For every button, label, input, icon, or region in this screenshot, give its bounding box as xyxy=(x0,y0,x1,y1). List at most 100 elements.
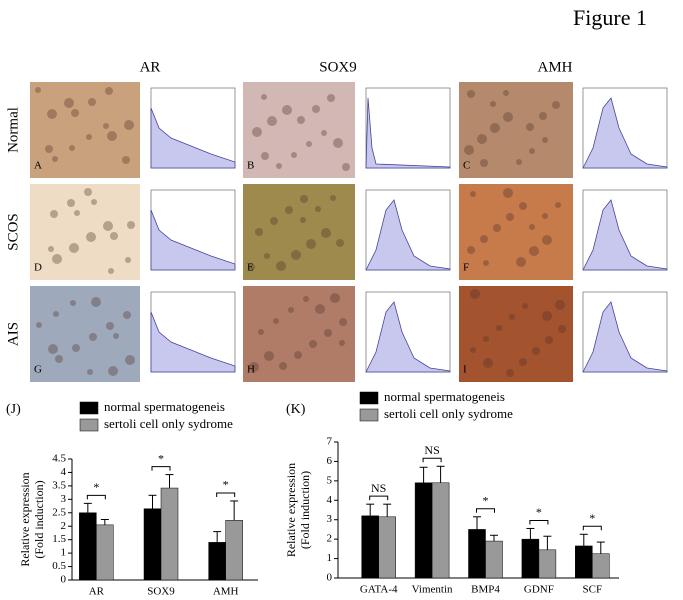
cell-nucleus xyxy=(327,94,335,102)
cell-nucleus xyxy=(555,300,565,310)
cell-nucleus xyxy=(45,145,53,153)
y-tick-label: 3 xyxy=(61,493,67,505)
bar xyxy=(592,553,610,579)
histogram-shape xyxy=(150,107,236,169)
cell-nucleus xyxy=(71,109,79,117)
cell-nucleus xyxy=(539,112,547,120)
x-tick-label: SOX9 xyxy=(147,586,175,598)
cell-nucleus xyxy=(86,232,96,242)
y-tick-label: 1 xyxy=(327,552,333,564)
y-tick-label: 1.5 xyxy=(52,533,66,545)
cell-nucleus xyxy=(312,105,320,113)
histogram-shape xyxy=(582,199,668,271)
bar xyxy=(160,487,179,581)
cell-nucleus xyxy=(288,307,294,313)
cell-nucleus xyxy=(529,224,535,230)
cell-nucleus xyxy=(270,217,278,225)
cell-nucleus xyxy=(36,322,42,328)
y-tick-label: 5 xyxy=(327,474,333,486)
y-tick-label: 2.5 xyxy=(52,506,66,518)
significance-bracket xyxy=(582,525,602,531)
y-axis-label: Relative expression xyxy=(18,472,32,566)
cell-nucleus xyxy=(125,257,131,263)
cell-nucleus xyxy=(490,123,500,133)
cell-nucleus xyxy=(69,145,75,151)
cell-nucleus xyxy=(339,318,347,326)
cell-nucleus xyxy=(470,191,476,197)
bar xyxy=(538,549,557,579)
row-label: Normal xyxy=(5,107,21,153)
cell-nucleus xyxy=(91,199,97,205)
cell-nucleus xyxy=(55,355,63,363)
x-tick-label: SCF xyxy=(583,584,603,596)
cell-nucleus xyxy=(86,134,92,140)
row-label: AIS xyxy=(5,322,21,346)
cell-nucleus xyxy=(108,268,114,274)
cell-nucleus xyxy=(342,163,350,171)
legend-swatch xyxy=(79,401,99,415)
cell-nucleus xyxy=(467,246,475,254)
micrograph xyxy=(459,286,573,382)
cell-nucleus xyxy=(483,260,489,266)
histogram-shape xyxy=(150,209,236,271)
x-tick-label: AMH xyxy=(213,586,239,598)
cell-nucleus xyxy=(477,134,487,144)
panel-letter: A xyxy=(34,160,42,172)
cell-nucleus xyxy=(279,362,287,370)
cell-nucleus xyxy=(103,221,113,231)
cell-nucleus xyxy=(483,336,489,342)
cell-nucleus xyxy=(532,347,540,355)
cell-nucleus xyxy=(74,210,80,216)
cell-nucleus xyxy=(113,333,119,339)
y-tick-label: 0 xyxy=(61,574,67,586)
x-tick-label: GATA-4 xyxy=(360,584,398,596)
cell-nucleus xyxy=(300,195,308,203)
cell-nucleus xyxy=(48,246,54,252)
significance-bracket xyxy=(151,466,171,471)
cell-nucleus xyxy=(48,344,58,354)
bar xyxy=(143,508,162,581)
cell-nucleus xyxy=(516,159,522,165)
cell-nucleus xyxy=(516,257,526,267)
cell-nucleus xyxy=(69,243,79,253)
y-axis-label: (Fold induction) xyxy=(32,480,46,558)
cell-nucleus xyxy=(526,123,534,131)
histogram-shape xyxy=(365,97,451,169)
micrograph xyxy=(243,82,355,178)
cell-nucleus xyxy=(261,152,269,160)
cell-nucleus xyxy=(493,224,501,232)
cell-nucleus xyxy=(496,325,502,331)
y-tick-label: 4.5 xyxy=(52,453,66,465)
cell-nucleus xyxy=(261,94,267,100)
cell-nucleus xyxy=(519,358,527,366)
histogram-frame xyxy=(365,87,451,169)
cell-nucleus xyxy=(545,336,553,344)
significance-bracket xyxy=(476,508,495,513)
legend-label: sertoli cell only sydrome xyxy=(384,406,513,421)
cell-nucleus xyxy=(542,137,548,143)
bar xyxy=(414,482,433,579)
significance-bracket xyxy=(529,519,549,525)
cell-nucleus xyxy=(558,325,566,333)
bar xyxy=(79,512,97,581)
micrograph xyxy=(243,286,355,382)
bar xyxy=(96,524,114,581)
x-tick-label: AR xyxy=(89,586,105,598)
cell-nucleus xyxy=(255,228,263,236)
micrograph xyxy=(459,184,573,280)
cell-nucleus xyxy=(64,98,74,108)
x-tick-label: GDNF xyxy=(524,584,554,596)
cell-nucleus xyxy=(490,101,496,107)
cell-nucleus xyxy=(509,314,515,320)
panel-label: (K) xyxy=(286,402,306,417)
panel-letter: D xyxy=(34,262,42,274)
cell-nucleus xyxy=(321,130,327,136)
histogram-shape xyxy=(365,199,451,271)
cell-nucleus xyxy=(529,246,539,256)
figure-title: Figure 1 xyxy=(573,5,647,30)
cell-nucleus xyxy=(480,159,488,167)
legend-swatch xyxy=(359,408,379,422)
panel-letter: H xyxy=(247,364,255,376)
column-label: AR xyxy=(140,59,161,75)
